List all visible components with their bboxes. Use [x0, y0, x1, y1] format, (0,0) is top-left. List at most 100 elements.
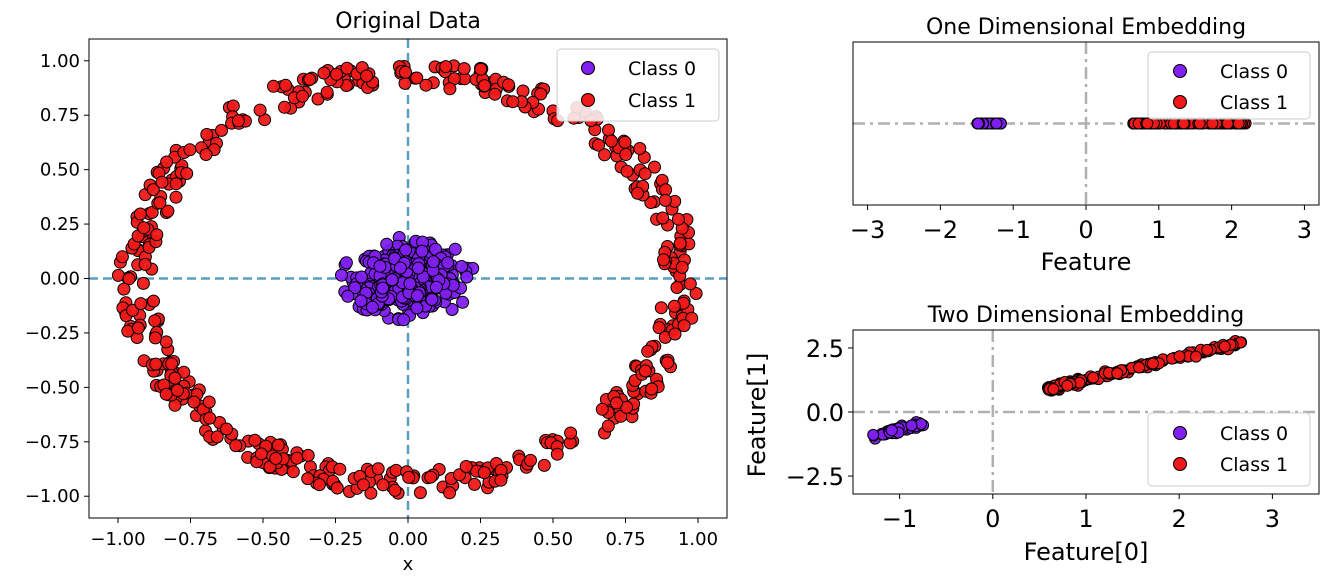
point-class-1 — [502, 78, 515, 92]
legend-one-dim: Class 0 Class 1 — [1147, 51, 1311, 120]
point-class-1 — [388, 483, 402, 497]
legend-label-class-1: Class 1 — [1220, 92, 1288, 114]
point-class-1 — [1190, 350, 1202, 363]
point-class-1 — [439, 60, 453, 74]
x-tick-label: 1 — [1078, 505, 1093, 533]
chart-two-dim: Two Dimensional Embedding −1 0 1 2 3 2.5 0.0 −… — [743, 303, 1320, 566]
point-class-0 — [441, 256, 455, 270]
point-class-1 — [506, 95, 520, 109]
point-class-1 — [146, 183, 160, 197]
y-tick-label: −0.75 — [25, 432, 80, 453]
point-class-0 — [365, 300, 379, 314]
point-class-1 — [330, 481, 344, 495]
point-class-1 — [269, 452, 283, 465]
point-class-1 — [148, 331, 162, 345]
point-class-1 — [134, 297, 148, 311]
point-class-1 — [620, 164, 634, 178]
point-class-1 — [1221, 117, 1234, 130]
legend-marker-class-0 — [1173, 426, 1187, 440]
y-tick-label: −1.00 — [25, 486, 80, 507]
y-tick-label: 0.25 — [40, 214, 80, 235]
x-axis-label-original: x — [403, 554, 414, 575]
point-class-1 — [210, 430, 224, 444]
point-class-1 — [267, 79, 280, 93]
point-class-1 — [610, 396, 623, 410]
point-class-1 — [645, 382, 659, 396]
point-class-1 — [254, 447, 268, 461]
point-class-1 — [278, 100, 291, 114]
x-tick-label: −1.00 — [90, 529, 145, 550]
point-class-1 — [670, 281, 684, 294]
point-class-1 — [468, 477, 481, 491]
point-class-0 — [355, 270, 368, 284]
point-class-1 — [683, 277, 697, 291]
point-class-1 — [203, 411, 217, 425]
x-tick-label: 2 — [1172, 505, 1187, 533]
point-class-1 — [133, 207, 147, 221]
points-two-dim — [867, 335, 1248, 445]
point-class-1 — [1201, 343, 1214, 356]
point-class-1 — [317, 66, 331, 80]
point-class-1 — [138, 257, 152, 271]
point-class-1 — [136, 276, 150, 290]
point-class-1 — [215, 123, 228, 137]
point-class-1 — [122, 272, 136, 286]
legend-box-two-dim — [1147, 412, 1311, 487]
point-class-1 — [301, 448, 315, 462]
x-ticks-two-dim: −1 0 1 2 3 — [882, 494, 1280, 533]
point-class-1 — [1177, 117, 1190, 130]
point-class-1 — [524, 453, 537, 467]
point-class-0 — [445, 303, 459, 316]
point-class-1 — [641, 344, 655, 358]
point-class-1 — [413, 486, 427, 500]
point-class-1 — [459, 460, 473, 473]
point-class-1 — [301, 472, 315, 486]
point-class-1 — [286, 465, 300, 479]
point-class-1 — [149, 357, 163, 371]
x-tick-label: −1 — [995, 216, 1030, 244]
point-class-1 — [424, 470, 438, 484]
point-class-0 — [455, 260, 469, 273]
point-class-0 — [354, 294, 368, 308]
point-class-1 — [638, 364, 652, 378]
y-axis-label-two-dim: Feature[1] — [743, 353, 771, 478]
point-class-0 — [429, 280, 443, 294]
x-tick-label: −0.50 — [235, 529, 290, 550]
x-tick-label: 1.00 — [678, 529, 718, 550]
point-class-1 — [330, 67, 343, 81]
point-class-1 — [648, 160, 661, 174]
point-class-1 — [1047, 383, 1060, 396]
point-class-1 — [677, 319, 691, 333]
point-class-1 — [618, 135, 632, 149]
x-tick-label: 3 — [1265, 505, 1280, 533]
x-ticks-original: −1.00 −0.75 −0.50 −0.25 0.00 0.25 0.50 0.75 1.00 — [90, 518, 718, 550]
point-class-1 — [169, 177, 183, 191]
point-class-1 — [494, 473, 508, 487]
point-class-0 — [399, 243, 413, 257]
point-class-1 — [550, 447, 564, 461]
legend-original: Class 0 Class 1 — [556, 48, 720, 122]
chart-title-two-dim: Two Dimensional Embedding — [927, 303, 1245, 328]
point-class-1 — [248, 433, 262, 447]
point-class-0 — [972, 117, 985, 130]
point-class-1 — [602, 123, 615, 137]
point-class-1 — [667, 299, 681, 313]
point-class-0 — [885, 424, 898, 437]
point-class-1 — [231, 114, 245, 128]
x-tick-label: 1 — [1151, 216, 1166, 244]
point-class-1 — [604, 134, 618, 148]
x-tick-label: −2 — [923, 216, 958, 244]
point-class-1 — [675, 260, 689, 274]
point-class-1 — [161, 204, 175, 218]
legend-box-original — [556, 48, 720, 122]
point-class-1 — [253, 103, 267, 117]
point-class-1 — [419, 78, 433, 92]
chart-title-original: Original Data — [335, 9, 481, 34]
legend-label-class-0: Class 0 — [628, 58, 696, 80]
legend-two-dim: Class 0 Class 1 — [1147, 412, 1311, 487]
y-tick-label: 0.00 — [40, 269, 80, 290]
legend-label-class-0: Class 0 — [1220, 61, 1288, 83]
point-class-1 — [601, 419, 615, 433]
point-class-1 — [165, 357, 179, 371]
point-class-1 — [296, 89, 309, 103]
